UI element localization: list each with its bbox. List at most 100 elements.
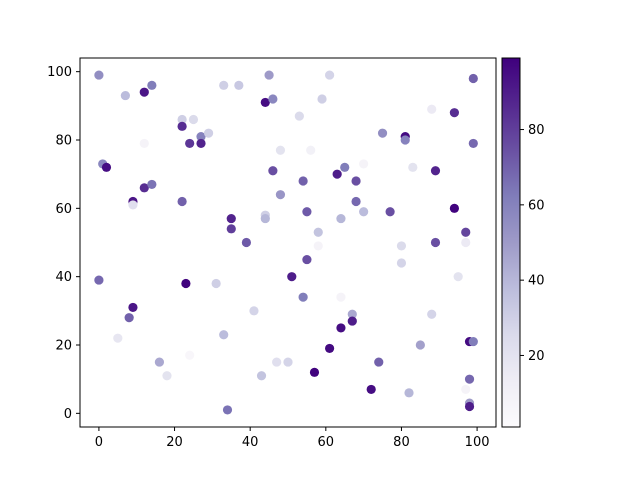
- data-point-37: [306, 145, 316, 155]
- data-point-80: [302, 254, 312, 265]
- data-point-23: [147, 179, 157, 190]
- data-point-31: [260, 213, 270, 224]
- data-point-41: [336, 213, 346, 224]
- data-point-48: [385, 207, 395, 217]
- colorbar-tick-label: 40: [528, 274, 545, 289]
- data-point-43: [351, 176, 361, 186]
- data-point-16: [325, 70, 335, 80]
- data-point-83: [336, 323, 346, 333]
- data-point-91: [427, 309, 437, 319]
- y-tick-label: 0: [64, 407, 72, 422]
- data-point-81: [309, 367, 320, 377]
- data-point-0: [94, 70, 104, 80]
- data-point-6: [188, 114, 199, 125]
- data-point-5: [177, 121, 187, 131]
- data-point-45: [359, 207, 369, 217]
- colorbar-tick-label: 60: [528, 198, 545, 213]
- data-point-70: [185, 350, 195, 360]
- data-point-39: [313, 241, 323, 251]
- data-point-49: [396, 241, 407, 251]
- x-tick-label: 20: [166, 435, 183, 450]
- data-point-74: [249, 306, 259, 316]
- data-point-68: [162, 371, 172, 381]
- data-point-79: [298, 292, 308, 302]
- data-point-61: [468, 73, 478, 84]
- data-point-53: [408, 162, 418, 172]
- data-point-67: [154, 357, 165, 367]
- data-point-82: [325, 343, 335, 354]
- x-tick-label: 40: [242, 435, 259, 450]
- data-point-66: [128, 302, 138, 313]
- data-point-84: [336, 292, 346, 302]
- y-axis-ticks: 0 20 40 60 80 100: [47, 65, 80, 422]
- plot-frame: [79, 57, 497, 428]
- data-point-71: [211, 278, 221, 289]
- data-point-78: [287, 272, 297, 282]
- data-point-55: [430, 166, 441, 176]
- data-point-40: [332, 169, 342, 179]
- data-point-73: [222, 405, 233, 415]
- data-point-98: [464, 401, 475, 412]
- data-point-65: [124, 313, 134, 323]
- data-point-60: [461, 237, 471, 248]
- colorbar: [501, 57, 521, 428]
- data-point-77: [283, 357, 293, 367]
- data-point-46: [359, 159, 369, 169]
- data-point-27: [226, 213, 236, 224]
- data-point-59: [461, 227, 471, 237]
- data-point-14: [294, 111, 304, 121]
- data-point-85: [347, 309, 357, 319]
- colorbar-ticks: 20 40 60 80: [520, 123, 545, 364]
- y-tick-label: 40: [55, 270, 72, 285]
- data-point-35: [298, 176, 308, 186]
- data-point-18: [185, 138, 195, 149]
- data-point-69: [181, 278, 191, 289]
- data-point-13: [268, 94, 278, 104]
- data-point-89: [404, 388, 414, 398]
- data-point-7: [196, 131, 206, 142]
- data-point-95: [468, 336, 478, 347]
- y-tick-label: 20: [55, 339, 72, 354]
- data-point-90: [415, 340, 425, 350]
- data-point-93: [461, 384, 471, 395]
- colorbar-tick-label: 80: [528, 123, 545, 138]
- data-point-28: [226, 224, 236, 234]
- data-point-34: [275, 190, 286, 200]
- data-point-44: [351, 196, 361, 207]
- data-point-19: [196, 138, 206, 149]
- data-point-72: [219, 330, 229, 340]
- data-point-22: [139, 183, 149, 193]
- x-tick-label: 60: [318, 435, 335, 450]
- data-point-1: [120, 90, 130, 101]
- data-point-50: [396, 258, 407, 268]
- colorbar-tick-label: 20: [528, 349, 545, 364]
- data-point-33: [275, 145, 286, 155]
- data-point-25: [128, 200, 138, 210]
- data-point-26: [177, 196, 187, 207]
- points-layer: [94, 70, 478, 415]
- data-point-8: [203, 128, 214, 138]
- data-point-2: [139, 87, 149, 97]
- x-tick-label: 0: [95, 435, 103, 450]
- x-tick-label: 80: [393, 435, 410, 450]
- y-tick-label: 80: [55, 134, 72, 149]
- data-point-32: [268, 166, 278, 176]
- data-point-38: [313, 227, 323, 237]
- data-point-9: [219, 80, 229, 90]
- x-axis-ticks: 0 20 40 60 80 100: [95, 427, 490, 450]
- data-point-4: [177, 114, 187, 125]
- data-point-54: [427, 104, 437, 114]
- data-point-96: [464, 374, 475, 384]
- data-point-87: [366, 384, 376, 395]
- data-point-88: [374, 357, 384, 367]
- data-point-63: [94, 275, 104, 285]
- data-point-62: [468, 138, 478, 149]
- data-point-21: [101, 162, 112, 172]
- data-point-15: [317, 94, 327, 104]
- data-point-12: [264, 70, 274, 80]
- data-point-64: [113, 333, 123, 343]
- data-point-10: [234, 80, 244, 90]
- data-point-92: [453, 272, 463, 282]
